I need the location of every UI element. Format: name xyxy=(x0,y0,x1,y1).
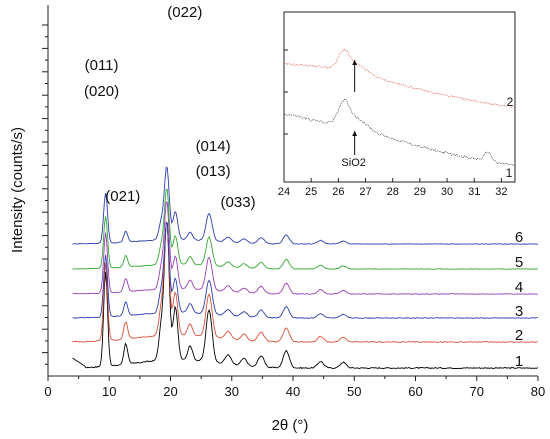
x-tick-label: 10 xyxy=(102,384,116,399)
inset-x-tick-label: 26 xyxy=(332,186,344,198)
main-axes: 0 10 20 30 40 50 60 70 80 xyxy=(42,5,545,399)
inset-x-tick-label: 28 xyxy=(387,186,399,198)
series-line-3 xyxy=(72,222,538,319)
x-tick-label: 0 xyxy=(44,384,51,399)
main-plot-area: 0 10 20 30 40 50 60 70 80 (022)(011)(020)(021)(0… xyxy=(42,4,545,399)
inset-x-tick-label: 24 xyxy=(278,186,290,198)
inset-series-label-1: 1 xyxy=(506,166,513,180)
peak-label: (020) xyxy=(84,83,119,100)
peak-label: (021) xyxy=(105,188,140,205)
inset-series-label-2: 2 xyxy=(507,95,514,109)
sio2-arrowhead xyxy=(352,131,358,136)
series-label-5: 5 xyxy=(515,254,523,271)
series-layer xyxy=(72,166,539,370)
peak-label: (013) xyxy=(196,163,231,180)
inset-x-tick-label: 30 xyxy=(441,186,453,198)
inset-series-line-1 xyxy=(283,98,515,166)
x-tick-label: 70 xyxy=(470,384,484,399)
inset-x-tick-label: 27 xyxy=(359,186,371,198)
series-line-5 xyxy=(72,188,538,270)
inset-x-tick-label: 31 xyxy=(468,186,480,198)
series-labels: 1 2 3 4 5 6 xyxy=(515,229,523,370)
x-tick-label: 40 xyxy=(286,384,300,399)
inset-axes: 24 25 26 27 28 29 30 31 32 xyxy=(278,49,508,198)
series-label-3: 3 xyxy=(515,303,523,320)
inset-series-line-2 xyxy=(283,48,515,108)
series-line-1 xyxy=(72,221,539,370)
x-tick-label: 60 xyxy=(408,384,422,399)
series-line-2 xyxy=(72,221,538,343)
series-label-2: 2 xyxy=(515,327,523,344)
series-label-4: 4 xyxy=(515,279,523,296)
x-tick-label: 80 xyxy=(531,384,545,399)
inset-x-tick-label: 25 xyxy=(305,186,317,198)
sio2-label: SiO2 xyxy=(341,157,365,169)
x-tick-label: 30 xyxy=(225,384,239,399)
inset-x-tick-label: 29 xyxy=(414,186,426,198)
inset-annotations: SiO2 xyxy=(341,60,366,169)
series-line-6 xyxy=(72,166,538,245)
series-line-4 xyxy=(72,201,538,295)
series-label-6: 6 xyxy=(515,229,523,246)
y-axis-title: Intensity (counts/s) xyxy=(9,127,26,253)
sio2-arrowhead xyxy=(352,60,358,65)
peak-label: (022) xyxy=(167,4,202,21)
series-label-1: 1 xyxy=(515,353,523,370)
inset-plot: 21 24 25 26 27 28 29 30 31 32 SiO2 xyxy=(278,11,516,198)
x-tick-label: 20 xyxy=(163,384,177,399)
peak-label: (033) xyxy=(221,194,256,211)
peak-label: (011) xyxy=(85,57,119,74)
x-axis-title: 2θ (°) xyxy=(272,417,309,434)
peak-label: (014) xyxy=(196,138,231,155)
inset-series-layer: 21 xyxy=(283,48,515,180)
inset-x-tick-label: 32 xyxy=(495,186,507,198)
peak-annotations: (022) (011) (020) (021) (014) (013) (033) xyxy=(84,4,256,211)
inset-frame xyxy=(283,11,516,183)
x-tick-label: 50 xyxy=(347,384,361,399)
